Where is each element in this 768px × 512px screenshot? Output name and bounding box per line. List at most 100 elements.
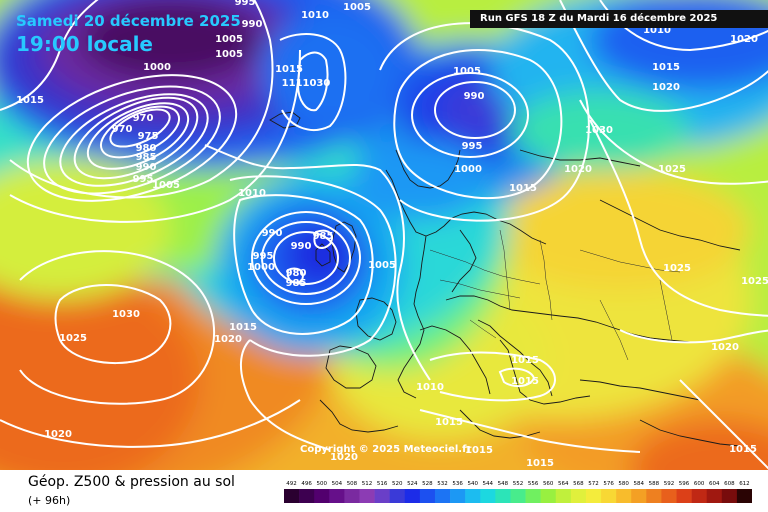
- isobar-label: 1015: [275, 64, 303, 75]
- legend-tick-label: 504: [332, 481, 343, 487]
- isobar-label: 1015: [509, 183, 537, 194]
- isobar-label: 1015: [229, 322, 257, 333]
- isobar-label: 1020: [564, 164, 592, 175]
- isobar-label: 985: [286, 278, 307, 289]
- isobar-label: 1005: [343, 2, 371, 13]
- isobar-label: 970: [133, 113, 154, 124]
- legend-swatch: [314, 489, 330, 503]
- legend-swatch: [585, 489, 602, 503]
- isobar-label: 1015: [465, 445, 493, 456]
- isobar-label: 1000: [247, 262, 275, 273]
- isobar-label: 1111030: [282, 78, 331, 89]
- isobar-label: 1005: [215, 49, 243, 60]
- legend-swatch: [646, 489, 662, 503]
- isobar-label: 995: [462, 141, 483, 152]
- legend-tick-label: 608: [724, 481, 735, 487]
- isobar-label: 970: [112, 124, 133, 135]
- isobar-label: 975: [138, 131, 159, 142]
- legend-swatch: [525, 489, 541, 503]
- isobar-label: 990: [136, 162, 157, 173]
- legend-swatch: [616, 489, 632, 503]
- isobar-label: 1025: [741, 276, 768, 287]
- forecast-time: 19:00 locale: [16, 32, 153, 56]
- legend-tick-label: 604: [709, 481, 720, 487]
- chart-title: Géop. Z500 & pression au sol: [28, 474, 235, 490]
- legend-tick-label: 596: [679, 481, 690, 487]
- isobar-label: 1025: [59, 333, 87, 344]
- legend-tick-label: 524: [407, 481, 418, 487]
- legend-swatch: [450, 489, 466, 503]
- isobar-label: 1010: [301, 10, 329, 21]
- legend-tick-label: 580: [618, 481, 629, 487]
- legend-tick-label: 564: [558, 481, 569, 487]
- legend-swatch: [404, 489, 421, 503]
- isobar-label: 1030: [112, 309, 140, 320]
- legend-tick-label: 588: [649, 481, 660, 487]
- legend-tick-label: 492: [286, 481, 297, 487]
- legend-tick-label: 572: [588, 481, 599, 487]
- isobar-label: 1020: [330, 452, 358, 463]
- isobar-label: 1015: [435, 417, 463, 428]
- legend-swatch: [374, 489, 390, 503]
- isobar-label: 1015: [16, 95, 44, 106]
- chart-footer: Géop. Z500 & pression au sol (+ 96h) 492…: [0, 470, 768, 512]
- isobar-label: 1020: [44, 429, 72, 440]
- isobar-label: 1025: [658, 164, 686, 175]
- legend-tick-label: 500: [316, 481, 327, 487]
- isobar-label: 985: [136, 152, 157, 163]
- legend-swatch: [480, 489, 496, 503]
- isobar-label: 1015: [652, 62, 680, 73]
- legend-swatch: [465, 489, 481, 503]
- legend-tick-label: 544: [483, 481, 494, 487]
- isobar-label: 995: [235, 0, 256, 8]
- isobar-label: 1000: [454, 164, 482, 175]
- legend-tick-label: 512: [362, 481, 373, 487]
- legend-tick-label: 540: [467, 481, 478, 487]
- isobar-label: 990: [464, 91, 485, 102]
- legend-tick-label: 584: [634, 481, 645, 487]
- legend-swatch: [631, 489, 647, 503]
- legend-tick-label: 528: [422, 481, 433, 487]
- legend-swatch: [510, 489, 526, 503]
- borders: [429, 229, 681, 361]
- legend-swatch: [736, 489, 752, 503]
- color-legend: 492 496 500 504 508 512 516 520 524 528 532 536 540 5…: [284, 481, 752, 503]
- isobar-label: 1020: [711, 342, 739, 353]
- isobar-label: 1020: [214, 334, 242, 345]
- forecast-offset: (+ 96h): [28, 494, 71, 507]
- isobar-label: 990: [242, 19, 263, 30]
- isobar-label: 990: [262, 228, 283, 239]
- isobar-label: 1025: [663, 263, 691, 274]
- legend-swatch: [495, 489, 511, 503]
- copyright-notice: Copyright © 2025 Meteociel.fr: [300, 444, 472, 455]
- legend-tick-label: 576: [603, 481, 614, 487]
- legend-swatch: [721, 489, 738, 503]
- isobar-label: 1010: [416, 382, 444, 393]
- isobar-label: 1015: [511, 355, 539, 366]
- legend-swatch: [344, 489, 360, 503]
- legend-tick-label: 532: [437, 481, 448, 487]
- legend-swatch: [284, 489, 300, 503]
- isobar-label: 1015: [511, 376, 539, 387]
- legend-tick-label: 568: [573, 481, 584, 487]
- legend-tick-label: 496: [301, 481, 312, 487]
- legend-swatch: [555, 489, 572, 503]
- legend-tick-label: 592: [664, 481, 675, 487]
- isobar-label: 990: [291, 241, 312, 252]
- isobar-label: 980: [136, 143, 157, 154]
- isobar-label: 1030: [585, 125, 613, 136]
- isobar-label: 980: [286, 268, 307, 279]
- legend-swatch: [691, 489, 708, 503]
- forecast-date: Samedi 20 décembre 2025: [16, 12, 241, 30]
- legend-swatch: [570, 489, 587, 503]
- isobar-label: 985: [313, 231, 334, 242]
- legend-tick-label: 560: [543, 481, 554, 487]
- isobar-label: 1010: [643, 25, 671, 36]
- legend-swatch: [540, 489, 557, 503]
- legend-swatch: [601, 489, 617, 503]
- legend-tick-label: 536: [452, 481, 463, 487]
- run-banner: Run GFS 18 Z du Mardi 16 décembre 2025: [470, 10, 768, 28]
